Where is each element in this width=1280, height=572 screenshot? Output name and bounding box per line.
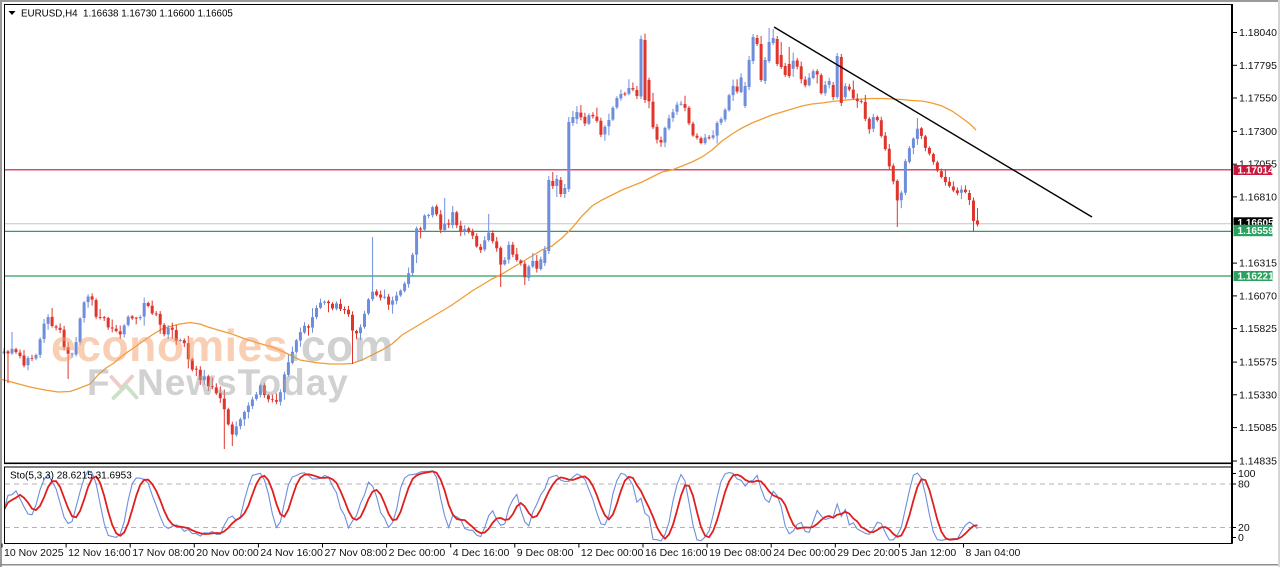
svg-text:1.18040: 1.18040	[1239, 27, 1277, 39]
svg-text:4 Dec 16:00: 4 Dec 16:00	[453, 547, 510, 559]
svg-text:1.17550: 1.17550	[1239, 93, 1277, 105]
svg-text:80: 80	[1238, 479, 1250, 491]
svg-text:1.15330: 1.15330	[1239, 389, 1277, 401]
svg-text:20 Nov 00:00: 20 Nov 00:00	[196, 547, 259, 559]
svg-text:12 Nov 16:00: 12 Nov 16:00	[68, 547, 131, 559]
svg-text:F: F	[87, 362, 111, 403]
svg-text:29 Dec 20:00: 29 Dec 20:00	[837, 547, 900, 559]
svg-text:EURUSD,H4 1.16638 1.16730 1.1: EURUSD,H4 1.16638 1.16730 1.16600 1.1660…	[21, 8, 233, 19]
svg-text:1.15085: 1.15085	[1239, 422, 1277, 434]
svg-text:0: 0	[1238, 532, 1244, 544]
svg-text:1.14835: 1.14835	[1239, 456, 1277, 468]
svg-text:1.16810: 1.16810	[1239, 191, 1277, 203]
svg-text:8 Jan 04:00: 8 Jan 04:00	[966, 547, 1021, 559]
svg-text:19 Dec 08:00: 19 Dec 08:00	[709, 547, 772, 559]
svg-text:1.16221: 1.16221	[1238, 272, 1275, 283]
svg-text:NewsToday: NewsToday	[137, 362, 349, 403]
svg-text:20: 20	[1238, 522, 1250, 534]
svg-text:1.15825: 1.15825	[1239, 323, 1277, 335]
svg-text:1.15575: 1.15575	[1239, 357, 1277, 369]
svg-text:9 Dec 08:00: 9 Dec 08:00	[517, 547, 574, 559]
svg-text:100: 100	[1238, 468, 1256, 480]
svg-text:1.16605: 1.16605	[1238, 218, 1275, 229]
svg-text:24 Dec 00:00: 24 Dec 00:00	[773, 547, 836, 559]
svg-text:27 Nov 08:00: 27 Nov 08:00	[325, 547, 388, 559]
svg-text:12 Dec 00:00: 12 Dec 00:00	[581, 547, 644, 559]
svg-text:1.17300: 1.17300	[1239, 126, 1277, 138]
svg-text:1.17795: 1.17795	[1239, 60, 1277, 72]
svg-text:1.16070: 1.16070	[1239, 290, 1277, 302]
svg-text:2 Dec 00:00: 2 Dec 00:00	[389, 547, 446, 559]
svg-text:1.16315: 1.16315	[1239, 258, 1277, 270]
svg-text:Sto(5,3,3) 28.6215 31.6953: Sto(5,3,3) 28.6215 31.6953	[10, 471, 132, 482]
svg-text:5 Jan 12:00: 5 Jan 12:00	[901, 547, 956, 559]
svg-text:economies.com: economies.com	[51, 322, 394, 371]
svg-text:1.17014: 1.17014	[1238, 166, 1275, 177]
svg-text:1.16559: 1.16559	[1238, 226, 1275, 237]
svg-text:10 Nov 2025: 10 Nov 2025	[4, 547, 64, 559]
svg-text:24 Nov 16:00: 24 Nov 16:00	[260, 547, 323, 559]
svg-text:17 Nov 08:00: 17 Nov 08:00	[132, 547, 195, 559]
svg-text:16 Dec 16:00: 16 Dec 16:00	[645, 547, 708, 559]
